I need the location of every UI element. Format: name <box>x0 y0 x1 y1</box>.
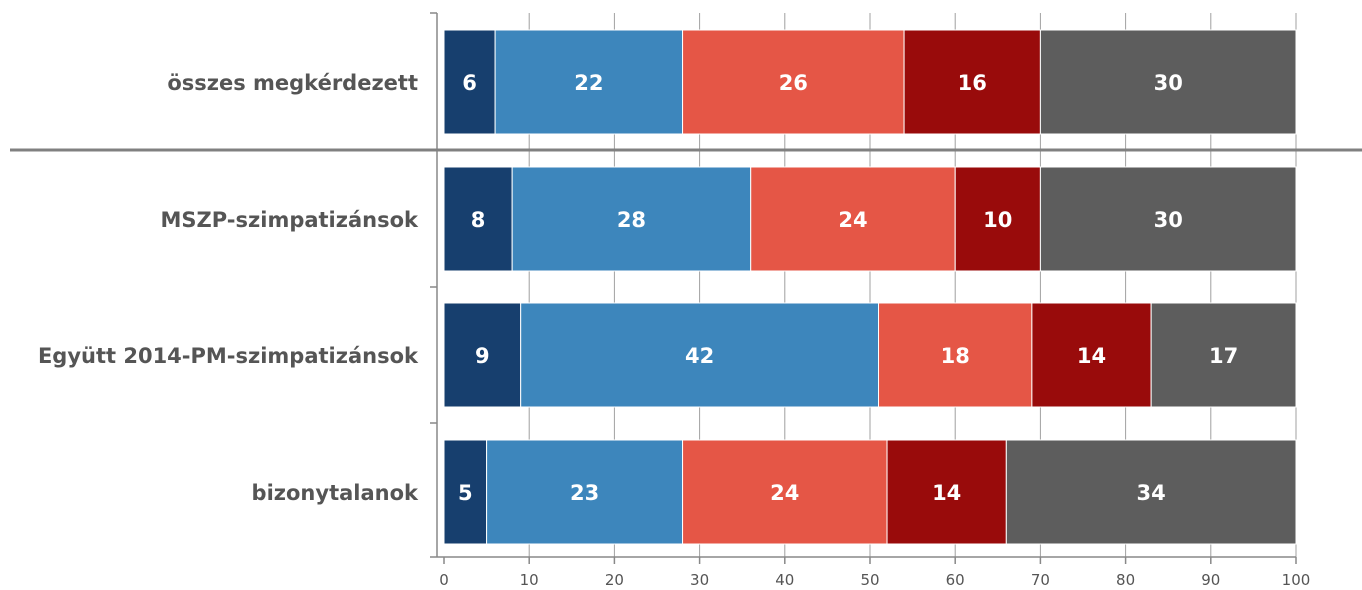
data-label: 5 <box>458 481 473 505</box>
bar-segment <box>886 439 1007 545</box>
bar-segment <box>443 166 513 272</box>
data-label: 23 <box>570 481 599 505</box>
x-tick-label: 20 <box>605 571 624 589</box>
x-tick-label: 0 <box>439 571 449 589</box>
data-label: 30 <box>1154 208 1183 232</box>
bar-segment <box>878 302 1033 408</box>
data-label: 42 <box>685 344 714 368</box>
data-label: 26 <box>779 71 808 95</box>
data-label: 18 <box>941 344 970 368</box>
data-label: 34 <box>1137 481 1166 505</box>
bar-segment <box>1039 166 1297 272</box>
bar-segment <box>750 166 956 272</box>
labels: 6 22 26 16 30 összes megkérdezett 8 28 24 10 30 MSZ… <box>38 71 1310 589</box>
x-tick-label: 50 <box>860 571 879 589</box>
x-tick-label: 10 <box>520 571 539 589</box>
data-label: 9 <box>475 344 490 368</box>
bar-segment <box>1005 439 1297 545</box>
data-label: 24 <box>770 481 799 505</box>
x-tick-label: 100 <box>1282 571 1311 589</box>
bars <box>443 29 1297 545</box>
category-label: bizonytalanok <box>252 481 419 505</box>
data-label: 24 <box>838 208 867 232</box>
data-label: 14 <box>1077 344 1106 368</box>
x-tick-label: 80 <box>1116 571 1135 589</box>
x-tick-label: 60 <box>946 571 965 589</box>
x-tick-label: 30 <box>690 571 709 589</box>
data-label: 16 <box>958 71 987 95</box>
data-label: 6 <box>462 71 477 95</box>
bar-segment <box>1150 302 1297 408</box>
data-label: 8 <box>471 208 486 232</box>
bar-segment <box>954 166 1041 272</box>
bar-segment <box>486 439 684 545</box>
data-label: 22 <box>574 71 603 95</box>
category-label: összes megkérdezett <box>167 71 418 95</box>
data-label: 30 <box>1154 71 1183 95</box>
bar-segment <box>682 439 888 545</box>
axes <box>10 12 1362 564</box>
category-label: Együtt 2014-PM-szimpatizánsok <box>38 344 419 368</box>
bar-segment <box>520 302 880 408</box>
data-label: 28 <box>617 208 646 232</box>
x-tick-label: 40 <box>775 571 794 589</box>
bar-segment <box>903 29 1041 135</box>
bar-segment <box>494 29 684 135</box>
data-label: 10 <box>983 208 1012 232</box>
bar-segment <box>1039 29 1297 135</box>
bar-segment <box>1031 302 1152 408</box>
bar-segment <box>511 166 752 272</box>
category-label: MSZP-szimpatizánsok <box>161 208 419 232</box>
x-tick-label: 70 <box>1031 571 1050 589</box>
bar-segment <box>443 439 488 545</box>
data-label: 17 <box>1209 344 1238 368</box>
bar-segment <box>682 29 905 135</box>
x-tick-label: 90 <box>1201 571 1220 589</box>
data-label: 14 <box>932 481 961 505</box>
bar-segment <box>443 302 522 408</box>
